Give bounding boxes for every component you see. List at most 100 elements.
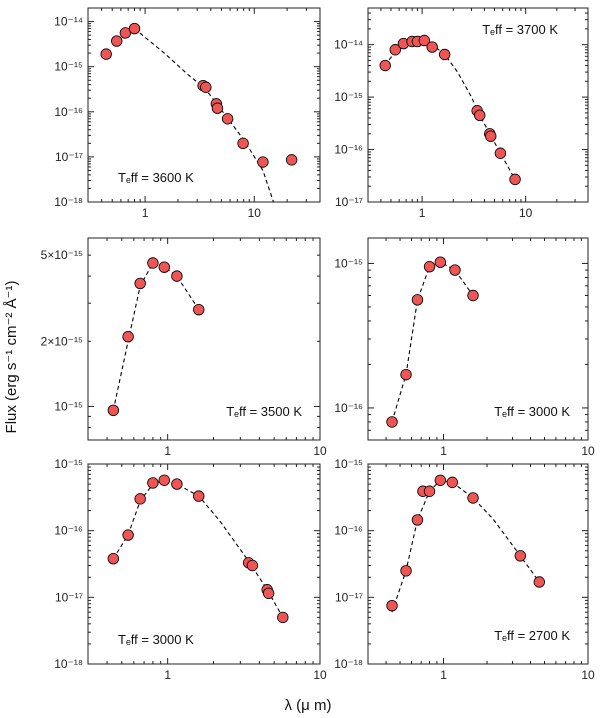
data-point xyxy=(158,261,170,273)
y-tick-label: 10⁻¹⁶ xyxy=(54,524,83,538)
y-tick-label: 10⁻¹⁵ xyxy=(54,399,83,413)
teff-label: Tₑff = 3000 K xyxy=(494,404,570,419)
data-point xyxy=(426,41,438,53)
x-axis-title: λ (μ m) xyxy=(285,697,332,714)
y-tick-label: 10⁻¹⁶ xyxy=(334,524,363,538)
x-tick-label: 10 xyxy=(313,668,327,682)
data-point xyxy=(128,22,141,35)
y-tick-label: 10⁻¹⁵ xyxy=(334,256,363,270)
y-tick-label: 10⁻¹⁸ xyxy=(54,195,83,209)
panel-frame xyxy=(367,7,589,203)
data-point xyxy=(122,331,134,343)
model-sed-line xyxy=(112,479,284,618)
data-point xyxy=(122,529,134,541)
panel-5: 1 10 10⁻¹⁸ 10⁻¹⁷ 10⁻¹⁶ 10⁻¹⁵ Tₑff = 3000 K xyxy=(54,457,327,682)
data-point xyxy=(386,599,398,612)
data-point xyxy=(411,294,424,306)
y-tick-label: 10⁻¹⁶ xyxy=(54,105,83,119)
data-point xyxy=(100,48,112,60)
data-point xyxy=(389,44,401,56)
panel-frame xyxy=(367,463,589,665)
data-point xyxy=(147,257,159,269)
x-tick-label: 1 xyxy=(164,668,171,682)
data-point xyxy=(221,113,234,125)
data-point xyxy=(237,137,249,150)
y-tick-label: 10⁻¹⁷ xyxy=(335,195,363,209)
y-axis-title: Flux (erg s⁻¹ cm⁻² Å⁻¹) xyxy=(3,281,20,434)
y-tick-label: 10⁻¹⁶ xyxy=(334,401,363,415)
data-point xyxy=(193,490,205,502)
teff-label: Tₑff = 2700 K xyxy=(494,628,570,643)
data-point xyxy=(111,35,123,47)
y-tick-label: 10⁻¹⁷ xyxy=(55,590,83,604)
data-point xyxy=(107,404,120,417)
teff-label: Tₑff = 3500 K xyxy=(226,404,302,419)
data-point xyxy=(423,260,436,273)
data-point xyxy=(446,476,459,489)
model-sed-line xyxy=(391,261,474,423)
data-point xyxy=(400,565,412,577)
x-tick-label: 10 xyxy=(313,444,327,458)
x-tick-label: 1 xyxy=(440,444,447,458)
data-point xyxy=(285,154,298,166)
panel-6: 1 10 10⁻¹⁸ 10⁻¹⁷ 10⁻¹⁶ 10⁻¹⁵ Tₑff = 2700 K xyxy=(334,457,595,682)
panel-3: 1 10 10⁻¹⁵ 2×10⁻¹⁵ 5×10⁻¹⁵ Tₑff = 3500 K xyxy=(41,237,327,458)
y-tick-label: 10⁻¹⁷ xyxy=(55,150,83,164)
data-point xyxy=(158,474,170,486)
model-sed-line xyxy=(391,479,540,613)
data-point xyxy=(509,173,521,186)
x-tick-label: 10 xyxy=(581,668,595,682)
data-point xyxy=(257,156,269,168)
data-point xyxy=(171,478,183,490)
y-tick-label: 5×10⁻¹⁵ xyxy=(41,248,83,262)
data-point xyxy=(400,368,412,381)
data-point xyxy=(277,611,289,624)
x-tick-label: 10 xyxy=(519,206,533,220)
y-tick-label: 10⁻¹⁴ xyxy=(334,38,363,52)
data-point xyxy=(467,492,479,504)
data-point xyxy=(411,514,424,526)
x-tick-label: 10 xyxy=(248,206,262,220)
data-point xyxy=(514,550,527,562)
panel-frame xyxy=(87,237,321,441)
y-tick-label: 10⁻¹⁸ xyxy=(334,657,363,671)
data-point xyxy=(193,303,205,316)
data-point xyxy=(434,474,447,486)
x-tick-label: 1 xyxy=(142,206,149,220)
data-point xyxy=(485,130,497,142)
data-point xyxy=(386,416,398,428)
teff-label: Tₑff = 3000 K xyxy=(118,632,194,647)
panel-4: 1 10 10⁻¹⁶ 10⁻¹⁵ Tₑff = 3000 K xyxy=(334,237,595,458)
data-point xyxy=(147,477,159,489)
data-point xyxy=(474,109,486,121)
y-tick-label: 10⁻¹⁵ xyxy=(334,457,363,471)
data-point xyxy=(107,552,120,565)
y-tick-label: 10⁻¹⁶ xyxy=(334,143,363,157)
data-point xyxy=(533,576,545,588)
data-point xyxy=(438,48,451,61)
data-point xyxy=(379,59,391,72)
model-sed-line xyxy=(134,28,275,202)
data-point xyxy=(171,270,183,282)
data-point xyxy=(423,485,436,497)
x-tick-label: 10 xyxy=(581,444,595,458)
model-sed-line xyxy=(384,39,516,180)
teff-label: Tₑff = 3600 K xyxy=(118,170,194,185)
y-tick-label: 10⁻¹⁵ xyxy=(54,60,83,74)
panels-group: 1 10 10⁻¹⁸ 10⁻¹⁷ 10⁻¹⁶ 10⁻¹⁵ 10⁻¹⁴ Tₑff = 3600 … xyxy=(41,7,595,682)
data-point xyxy=(200,81,212,93)
x-tick-label: 1 xyxy=(440,668,447,682)
panel-2: 1 10 10⁻¹⁷ 10⁻¹⁶ 10⁻¹⁵ 10⁻¹⁴ Tₑff = 3700 K xyxy=(334,7,589,220)
y-tick-label: 10⁻¹⁴ xyxy=(54,15,83,29)
panel-frame xyxy=(87,463,321,665)
teff-label: Tₑff = 3700 K xyxy=(482,22,558,37)
y-tick-label: 10⁻¹⁵ xyxy=(54,457,83,471)
panel-1: 1 10 10⁻¹⁸ 10⁻¹⁷ 10⁻¹⁶ 10⁻¹⁵ 10⁻¹⁴ Tₑff = 3600 … xyxy=(54,7,321,220)
data-point xyxy=(119,27,132,39)
data-point xyxy=(134,493,146,505)
data-point xyxy=(449,264,461,276)
y-tick-label: 2×10⁻¹⁵ xyxy=(41,334,83,348)
data-point xyxy=(418,34,431,47)
data-point xyxy=(262,587,275,599)
